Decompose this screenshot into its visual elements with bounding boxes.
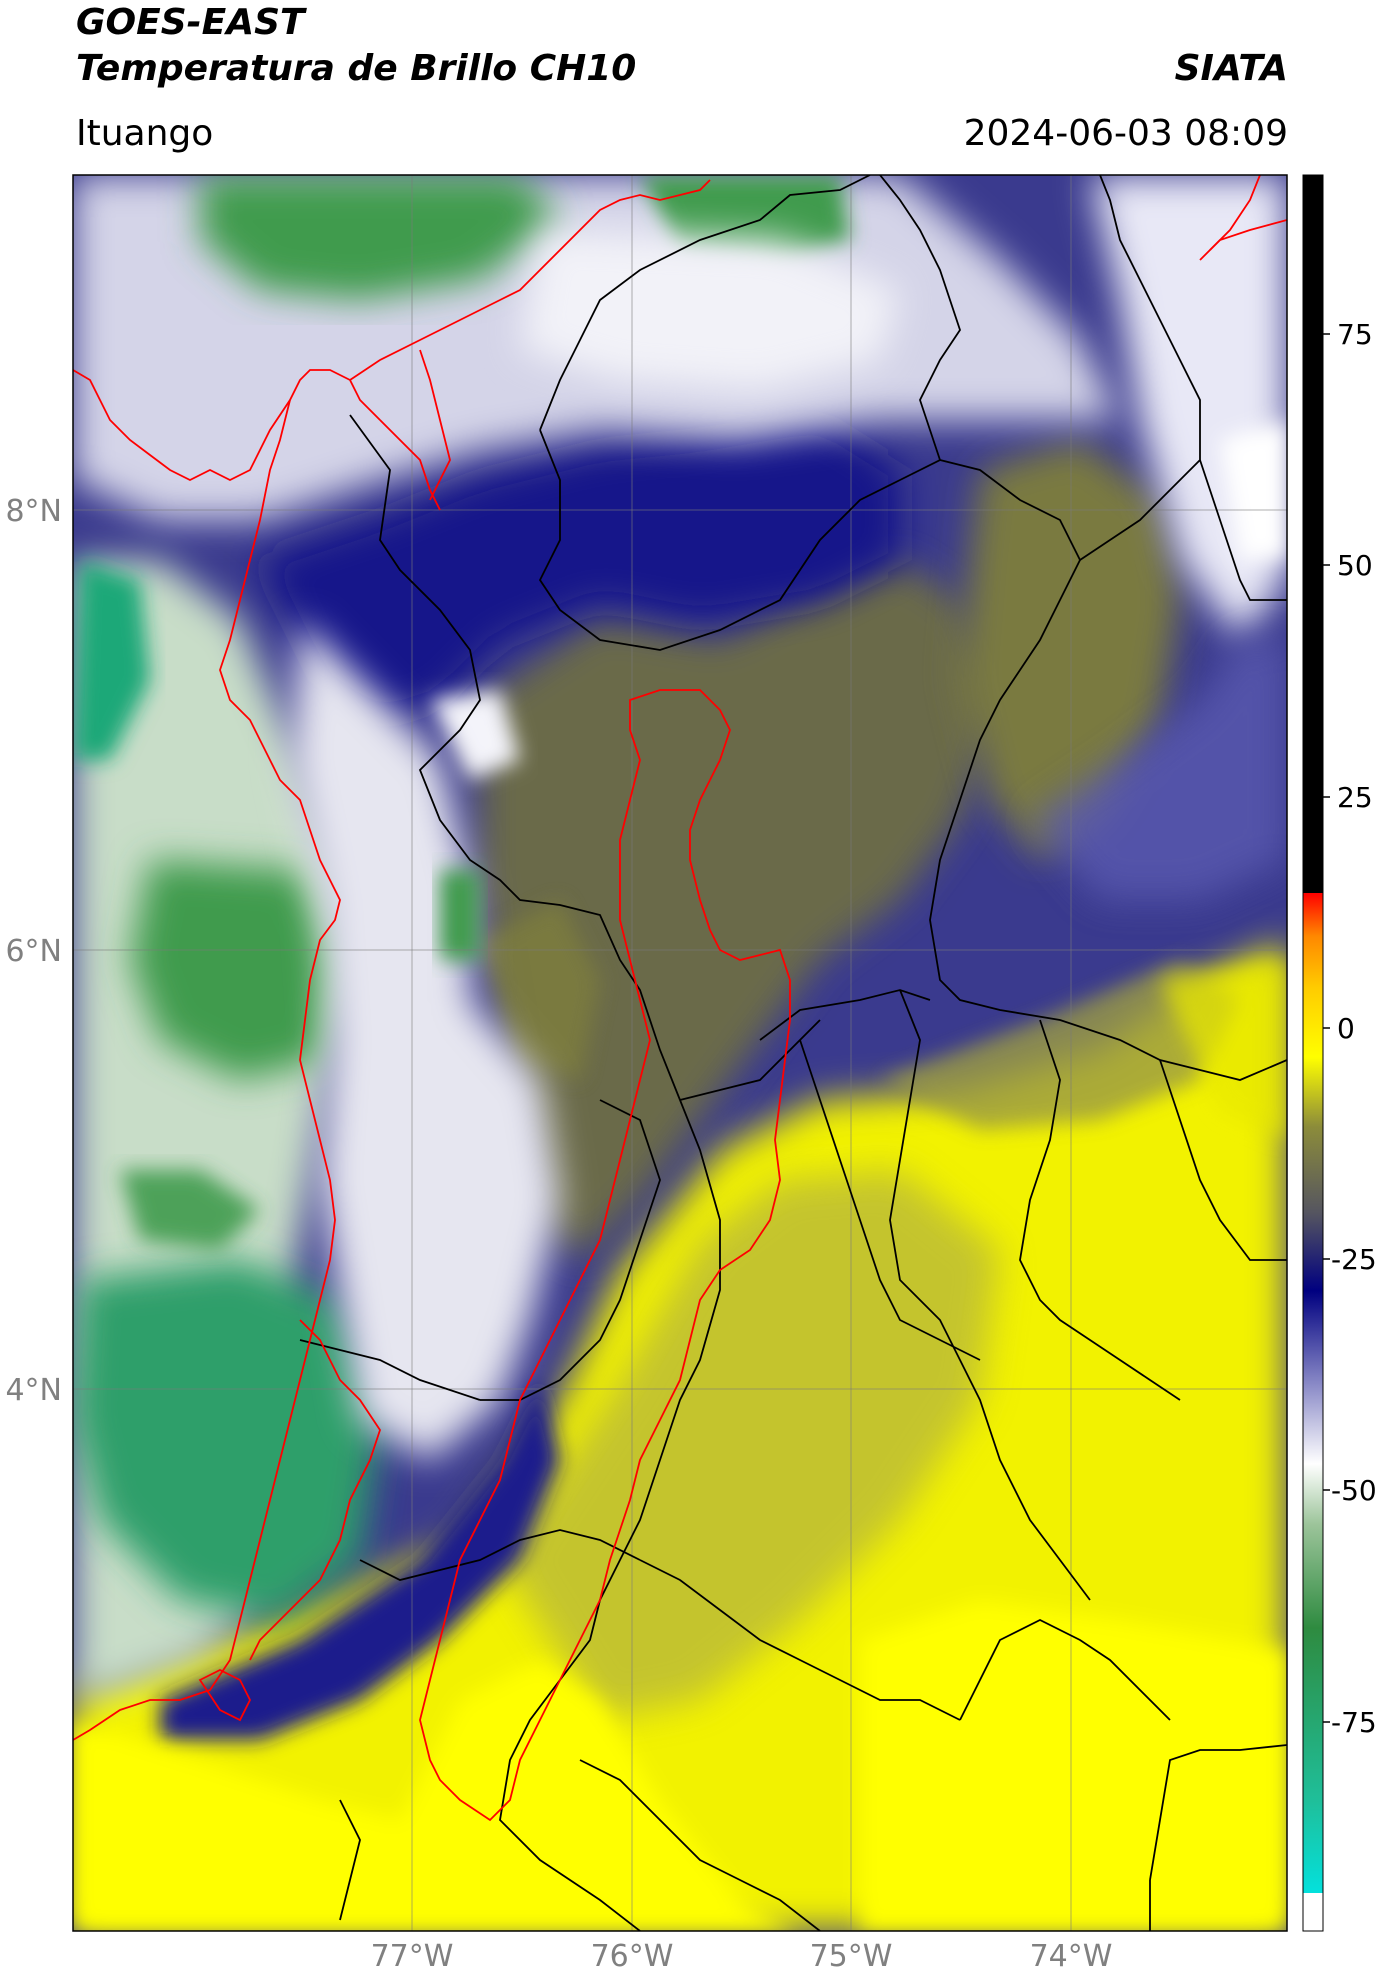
colorbar-label-75: 75	[1337, 318, 1373, 351]
title-block: GOES-EAST Temperatura de Brillo CH10	[76, 0, 636, 92]
colorbar-tick-labels: 75 50 25 0 -25 -50 -75	[1331, 318, 1377, 1739]
colorbar-label-neg25: -25	[1331, 1243, 1377, 1276]
lat-label-8n: 8°N	[5, 494, 62, 529]
datetime-label: 2024-06-03 08:09	[963, 113, 1288, 154]
plot-frame	[72, 174, 1288, 1932]
colorbar-label-50: 50	[1337, 549, 1373, 582]
lon-label-74w: 74°W	[1030, 1939, 1113, 1974]
lon-label-76w: 76°W	[591, 1939, 674, 1974]
longitude-labels: 77°W 76°W 75°W 74°W	[371, 1939, 1113, 1974]
location-label: Ituango	[76, 113, 214, 154]
satellite-title: GOES-EAST	[76, 2, 305, 43]
lat-label-6n: 6°N	[5, 934, 62, 969]
lat-label-4n: 4°N	[5, 1373, 62, 1408]
lon-label-75w: 75°W	[810, 1939, 893, 1974]
department-borders	[299, 175, 1287, 1931]
product-title: Temperatura de Brillo CH10	[76, 48, 637, 89]
lon-label-77w: 77°W	[371, 1939, 454, 1974]
brightness-temperature-field	[73, 175, 1287, 1931]
colorbar-frame	[1302, 174, 1324, 1932]
coastline-and-region-outline	[73, 175, 1287, 1822]
colorbar-label-0: 0	[1337, 1012, 1355, 1045]
colorbar-gradient	[1303, 175, 1323, 1905]
colorbar-under-range	[1303, 1893, 1323, 1931]
colorbar-label-neg50: -50	[1331, 1474, 1377, 1507]
colorbar-label-neg75: -75	[1331, 1706, 1377, 1739]
colorbar-label-25: 25	[1337, 781, 1373, 814]
colorbar: 75 50 25 0 -25 -50 -75	[1302, 174, 1377, 1932]
graticule	[73, 175, 1287, 1931]
colorbar-ticks	[1323, 333, 1330, 1723]
latitude-labels: 8°N 6°N 4°N	[5, 494, 62, 1408]
organization-label: SIATA	[1174, 48, 1288, 89]
